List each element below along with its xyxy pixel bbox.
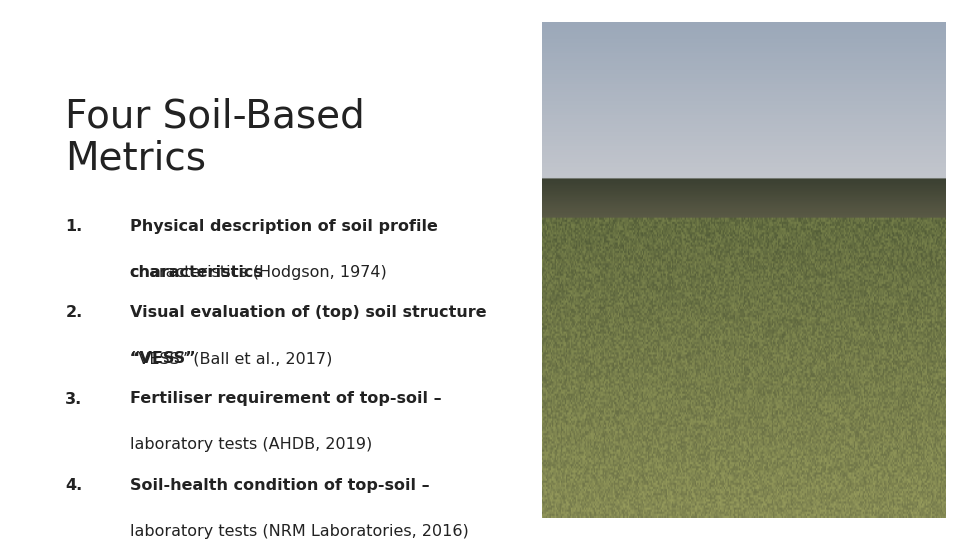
Text: Soil-health condition of top-soil –: Soil-health condition of top-soil – xyxy=(130,478,429,493)
Text: Visual evaluation of (top) soil structure: Visual evaluation of (top) soil structur… xyxy=(130,305,486,320)
Text: 2.: 2. xyxy=(65,305,83,320)
Text: 3.: 3. xyxy=(65,392,83,407)
Text: characteristics: characteristics xyxy=(130,265,263,280)
Text: laboratory tests (NRM Laboratories, 2016): laboratory tests (NRM Laboratories, 2016… xyxy=(130,524,468,539)
Text: 4.: 4. xyxy=(65,478,83,493)
Text: characteristics (Hodgson, 1974): characteristics (Hodgson, 1974) xyxy=(130,265,386,280)
Text: Physical description of soil profile: Physical description of soil profile xyxy=(130,219,438,234)
Text: 1.: 1. xyxy=(65,219,83,234)
Text: laboratory tests (AHDB, 2019): laboratory tests (AHDB, 2019) xyxy=(130,437,372,453)
Text: “VESS”: “VESS” xyxy=(130,351,196,366)
Text: Four Soil-Based
Metrics: Four Soil-Based Metrics xyxy=(65,97,365,178)
Text: Fertiliser requirement of top-soil –: Fertiliser requirement of top-soil – xyxy=(130,392,442,407)
Text: “VESS” (Ball et al., 2017): “VESS” (Ball et al., 2017) xyxy=(130,351,332,366)
